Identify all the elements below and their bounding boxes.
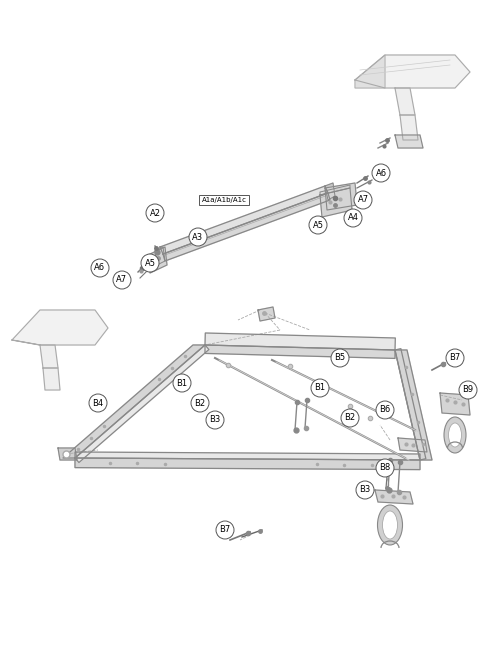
Circle shape [189,228,207,246]
Polygon shape [320,188,352,217]
Polygon shape [75,452,420,460]
Circle shape [173,374,191,392]
Circle shape [146,204,164,222]
Ellipse shape [382,511,398,539]
Text: A2: A2 [150,208,160,217]
Text: A6: A6 [376,168,386,178]
Polygon shape [163,193,330,261]
Circle shape [216,521,234,539]
Circle shape [331,349,349,367]
Polygon shape [205,333,396,350]
Polygon shape [398,438,427,452]
Polygon shape [205,345,395,358]
Circle shape [206,411,224,429]
Polygon shape [395,349,426,460]
Text: B8: B8 [380,464,390,473]
Circle shape [141,254,159,272]
Polygon shape [440,393,470,415]
Text: B1: B1 [314,383,326,392]
Text: B6: B6 [380,406,390,415]
Text: A7: A7 [116,276,128,285]
Polygon shape [43,368,60,390]
Polygon shape [325,183,357,210]
Polygon shape [12,340,40,345]
Circle shape [356,481,374,499]
Polygon shape [58,448,77,460]
Polygon shape [325,183,335,200]
Text: B3: B3 [360,485,370,494]
Circle shape [341,409,359,427]
Polygon shape [258,307,275,321]
Text: B9: B9 [462,385,473,394]
Polygon shape [12,310,108,345]
Polygon shape [355,55,385,88]
Ellipse shape [448,423,462,447]
Text: B5: B5 [334,353,345,362]
Polygon shape [375,490,413,504]
Text: A5: A5 [312,221,324,229]
Polygon shape [395,350,432,460]
Circle shape [446,349,464,367]
Polygon shape [40,345,58,368]
Polygon shape [395,88,415,115]
Polygon shape [355,55,470,88]
Polygon shape [75,345,209,462]
Circle shape [459,381,477,399]
Polygon shape [155,247,165,265]
Polygon shape [395,135,423,148]
Circle shape [376,401,394,419]
Circle shape [309,216,327,234]
Text: A3: A3 [192,232,203,242]
Text: B2: B2 [344,413,356,422]
Circle shape [113,271,131,289]
Circle shape [344,209,362,227]
Ellipse shape [378,505,402,545]
Ellipse shape [444,417,466,453]
Circle shape [89,394,107,412]
Text: B4: B4 [92,398,104,407]
Circle shape [191,394,209,412]
Circle shape [91,259,109,277]
Polygon shape [400,115,418,140]
Text: A6: A6 [94,264,106,272]
Circle shape [372,164,390,182]
Polygon shape [320,185,350,195]
Text: B2: B2 [194,398,205,407]
Polygon shape [160,186,328,254]
Polygon shape [63,345,205,458]
Polygon shape [148,247,167,273]
Circle shape [376,459,394,477]
Text: B7: B7 [450,353,460,362]
Text: A7: A7 [358,195,368,204]
Circle shape [354,191,372,209]
Text: A4: A4 [348,214,358,223]
Circle shape [311,379,329,397]
Polygon shape [75,458,420,470]
Text: B3: B3 [210,415,220,424]
Text: B7: B7 [220,526,230,535]
Text: A5: A5 [144,259,156,268]
Text: A1a/A1b/A1c: A1a/A1b/A1c [202,197,246,203]
Text: B1: B1 [176,379,188,387]
